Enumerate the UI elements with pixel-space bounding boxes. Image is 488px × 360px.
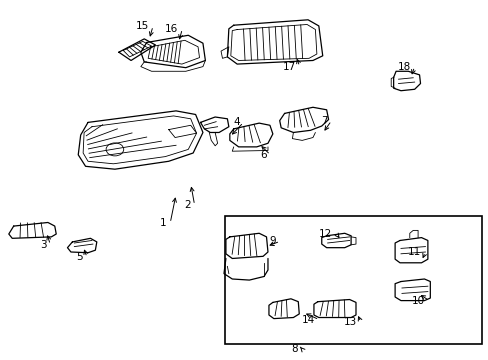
Text: 1: 1 bbox=[159, 218, 166, 228]
Text: 7: 7 bbox=[320, 116, 327, 126]
Bar bbox=[224, 216, 481, 344]
Text: 11: 11 bbox=[407, 247, 421, 257]
Text: 8: 8 bbox=[291, 344, 298, 354]
Text: 3: 3 bbox=[40, 240, 46, 250]
Text: 12: 12 bbox=[319, 229, 332, 239]
Text: 17: 17 bbox=[282, 62, 295, 72]
Text: 9: 9 bbox=[269, 236, 276, 246]
Text: 10: 10 bbox=[411, 296, 425, 306]
Text: 2: 2 bbox=[183, 200, 190, 210]
Text: 15: 15 bbox=[136, 21, 149, 31]
Text: 18: 18 bbox=[397, 62, 410, 72]
Text: 16: 16 bbox=[165, 24, 178, 34]
Text: 14: 14 bbox=[302, 315, 315, 325]
Text: 6: 6 bbox=[259, 150, 266, 160]
Text: 5: 5 bbox=[76, 252, 83, 262]
Text: 13: 13 bbox=[343, 317, 356, 327]
Text: 4: 4 bbox=[232, 117, 239, 127]
